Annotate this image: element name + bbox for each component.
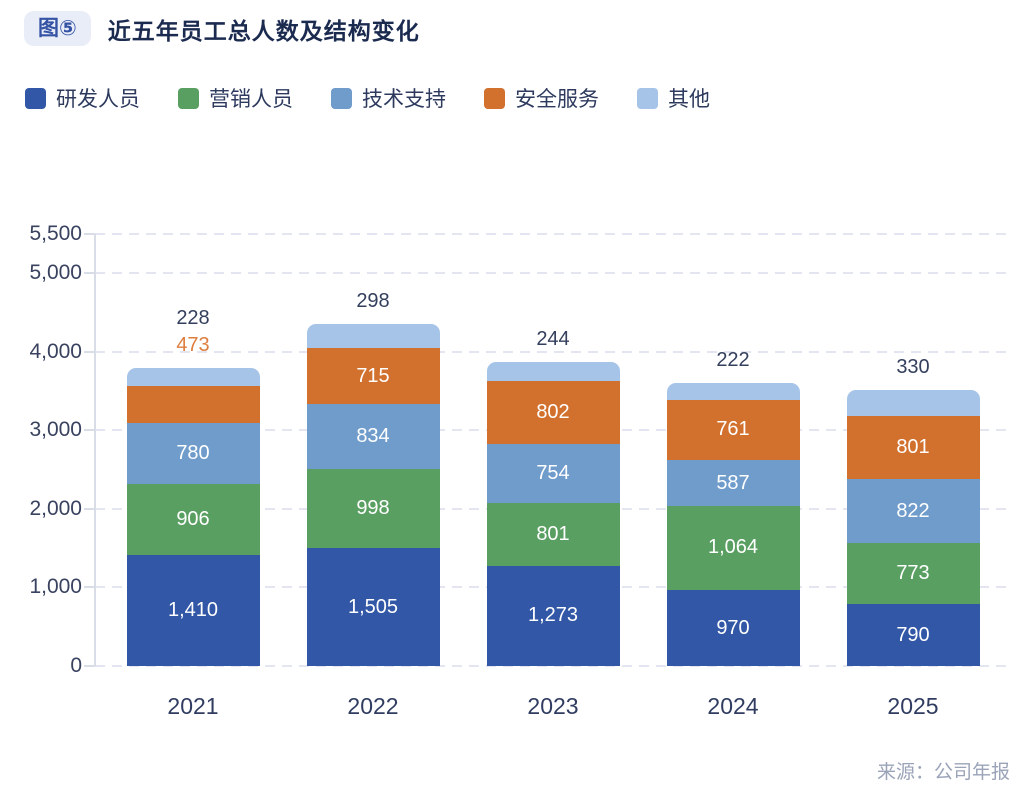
legend-item-label: 营销人员 [209,88,293,111]
bar-segment [126,385,260,423]
y-axis-tick [84,233,95,235]
y-axis-tick [84,350,95,353]
bar-segment: 1,505 [306,547,440,666]
segment-value-label: 773 [896,562,930,585]
gridline [95,272,1008,275]
gridline [95,350,1008,353]
x-axis-label: 2022 [347,693,399,719]
bar-segment [666,382,800,401]
y-axis-label: 2,000 [29,496,82,520]
legend-item-2: 营销人员 [178,83,293,113]
outside-value-label: 228 [176,306,210,329]
y-axis-tick [84,507,95,510]
figure-header: 图⑤ 近五年员工总人数及结构变化 [24,11,420,46]
bar-segment: 773 [846,543,980,604]
chart-title: 近五年员工总人数及结构变化 [107,17,420,44]
x-axis-label: 2024 [707,693,759,719]
segment-value-label: 754 [536,461,570,484]
x-axis-label: 2023 [527,693,579,719]
segment-value-label: 822 [896,499,930,522]
segment-value-label: 790 [896,623,930,646]
legend-item-3: 技术支持 [331,83,446,113]
legend: 研发人员 营销人员 技术支持 安全服务 其他 [25,83,710,113]
bar-segment [126,367,260,386]
bar-segment: 822 [846,478,980,544]
segment-value-label: 780 [176,441,210,464]
legend-swatch-icon [331,87,352,109]
segment-value-label: 587 [716,472,750,495]
legend-swatch-icon [178,87,199,109]
y-axis-label: 5,500 [29,222,82,245]
outside-value-label: 473 [176,333,210,356]
bar-segment: 1,410 [126,555,260,666]
bar-segment: 1,064 [666,506,800,590]
y-axis-label: 1,000 [29,575,82,599]
legend-item-label: 其他 [668,88,710,111]
x-axis-label: 2025 [887,693,939,719]
legend-swatch-icon [25,87,46,109]
bar-segment: 970 [666,589,800,666]
bar-segment: 998 [306,469,440,548]
outside-value-label: 330 [896,355,930,378]
segment-value-label: 802 [536,400,570,423]
bar-segment: 801 [486,503,620,566]
y-axis-tick [84,272,95,275]
gridline [95,233,1008,235]
bar-segment: 754 [486,443,620,504]
segment-value-label: 1,273 [527,604,579,626]
y-axis-line [94,234,96,666]
bar-segment [486,361,620,381]
bar-segment [846,389,980,416]
legend-swatch-icon [484,87,505,109]
segment-value-label: 801 [896,435,930,458]
bar-segment: 761 [666,400,800,461]
outside-value-label: 298 [356,290,390,313]
bar-segment: 790 [846,603,980,666]
outside-value-label: 222 [716,348,750,371]
segment-value-label: 834 [356,424,390,447]
segment-value-label: 970 [716,616,750,639]
segment-value-label: 1,410 [167,599,219,622]
y-axis-label: 4,000 [29,339,82,363]
legend-item-5: 其他 [637,83,710,113]
x-axis-label: 2021 [167,693,219,719]
segment-value-label: 761 [716,418,750,441]
gridline [95,665,1008,667]
bar-segment [306,324,440,348]
segment-value-label: 1,505 [347,595,399,618]
bar-segment: 780 [126,422,260,485]
segment-value-label: 906 [176,508,210,531]
segment-value-label: 801 [536,523,570,546]
legend-item-label: 研发人员 [56,88,140,111]
y-axis-tick [84,586,95,589]
y-axis-label: 0 [70,654,82,677]
segment-value-label: 715 [356,364,390,387]
legend-item-1: 研发人员 [25,83,140,113]
legend-swatch-icon [637,87,658,109]
segment-value-label: 998 [356,497,390,520]
legend-item-label: 安全服务 [515,88,599,111]
bar-segment: 801 [846,415,980,479]
outside-value-label: 244 [536,327,570,350]
legend-item-label: 技术支持 [362,88,446,111]
bar-segment: 834 [306,403,440,470]
y-axis-tick [84,429,95,432]
segment-value-label: 1,064 [707,536,759,559]
bar-segment: 906 [126,484,260,556]
y-axis-label: 3,000 [29,418,82,442]
y-axis-label: 5,000 [29,261,82,285]
bar-segment: 587 [666,460,800,507]
bar-segment: 1,273 [486,566,620,666]
legend-item-4: 安全服务 [484,83,599,113]
bar-segment: 715 [306,347,440,404]
y-axis-tick [84,665,95,667]
source-note: 来源：公司年报 [876,762,1010,783]
figure-number-badge: 图⑤ [24,11,91,46]
bar-segment: 802 [486,380,620,444]
